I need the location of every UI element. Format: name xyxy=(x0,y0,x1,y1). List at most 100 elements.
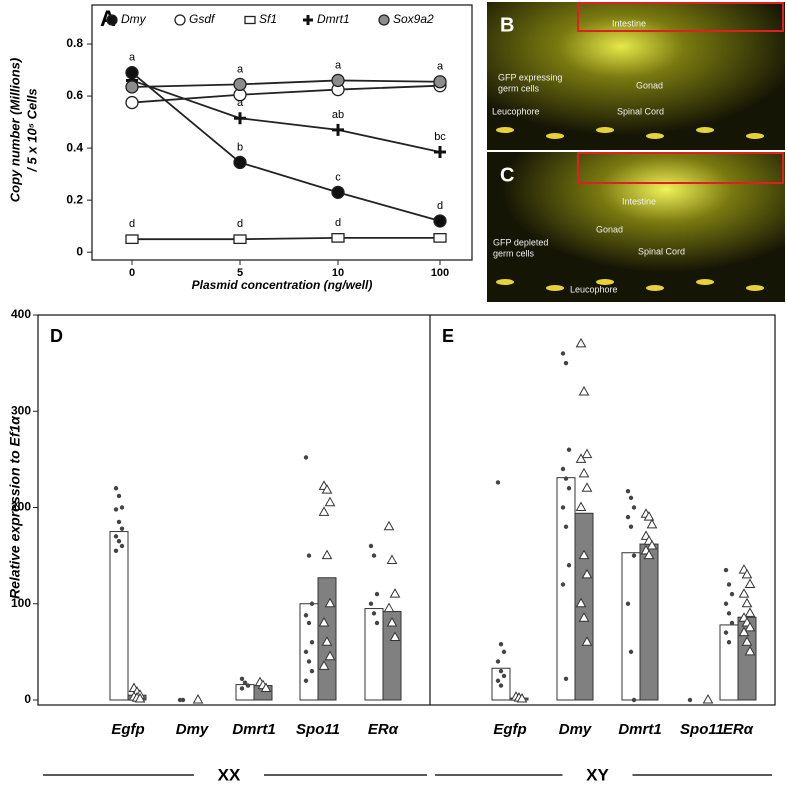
significance-letter: ab xyxy=(332,109,344,121)
data-point xyxy=(628,649,634,655)
data-point xyxy=(321,549,333,560)
y-tick-label: 100 xyxy=(11,596,31,610)
data-point xyxy=(628,524,634,529)
photo-label: GFP expressing xyxy=(498,72,562,82)
cell-glow xyxy=(746,285,764,291)
data-point xyxy=(560,505,566,510)
legend-label: Dmy xyxy=(121,12,147,26)
data-point xyxy=(113,548,119,554)
data-point xyxy=(374,591,380,597)
significance-letter: a xyxy=(129,52,136,64)
data-point xyxy=(625,601,631,606)
point xyxy=(378,14,390,26)
data-point xyxy=(318,616,330,627)
data-point xyxy=(324,650,336,661)
data-point xyxy=(260,682,272,692)
x-tick-label: 5 xyxy=(237,267,243,279)
bar xyxy=(235,684,255,701)
data-point xyxy=(631,553,637,558)
data-point xyxy=(306,620,312,626)
x-tick-label: ERα xyxy=(723,721,754,738)
data-point xyxy=(575,337,587,348)
data-point xyxy=(116,493,122,499)
cell-glow xyxy=(496,279,514,285)
cell-glow xyxy=(696,279,714,285)
data-point xyxy=(729,591,735,597)
significance-letter: a xyxy=(335,59,342,71)
bar xyxy=(719,624,739,701)
point xyxy=(331,233,345,243)
data-point xyxy=(628,495,634,501)
point xyxy=(244,15,256,25)
data-point xyxy=(116,519,122,525)
point xyxy=(125,80,139,94)
significance-letter: d xyxy=(335,217,341,229)
significance-letter: b xyxy=(237,141,243,153)
x-tick-label: Dmrt1 xyxy=(618,721,661,738)
data-point xyxy=(566,486,572,491)
data-point xyxy=(744,645,756,656)
cell-glow xyxy=(596,127,614,133)
photo-label: Spinal Cord xyxy=(638,246,685,256)
photo-label: germ cells xyxy=(493,248,535,258)
cell-glow xyxy=(596,279,614,285)
y-tick-label: 0 xyxy=(24,692,31,706)
series-line xyxy=(131,79,441,153)
data-point xyxy=(119,526,125,531)
data-point xyxy=(389,588,401,598)
data-point xyxy=(741,597,753,608)
data-point xyxy=(563,360,569,366)
y-tick-label: 200 xyxy=(11,500,31,514)
data-point xyxy=(306,553,312,558)
significance-letter: d xyxy=(237,218,243,230)
legend-label: Sf1 xyxy=(259,12,277,26)
data-point xyxy=(245,683,251,688)
significance-letter: a xyxy=(237,63,244,75)
data-point xyxy=(560,582,566,587)
data-point xyxy=(113,507,119,512)
data-point xyxy=(383,602,395,613)
photo-label: Gonad xyxy=(596,224,623,234)
point xyxy=(125,95,139,110)
photo-label: Intestine xyxy=(612,18,646,28)
data-point xyxy=(374,620,380,626)
legend-label: Sox9a2 xyxy=(393,12,434,26)
data-point xyxy=(578,549,590,560)
point xyxy=(332,123,344,136)
y-axis-label: Relative expression to Ef1α xyxy=(7,415,23,599)
panel-letter: D xyxy=(50,326,63,346)
data-point xyxy=(578,467,590,478)
y-tick-label: 400 xyxy=(11,307,31,321)
data-point xyxy=(744,607,756,617)
cell-glow xyxy=(696,127,714,133)
data-point xyxy=(744,578,756,588)
data-point xyxy=(575,597,587,608)
series-line xyxy=(132,236,440,241)
inset-box xyxy=(577,2,784,32)
x-tick-label: Spo11 xyxy=(680,721,724,738)
data-point xyxy=(113,486,119,491)
data-point xyxy=(498,641,504,647)
data-point xyxy=(575,453,587,463)
inset-box xyxy=(577,152,784,184)
point xyxy=(174,14,186,26)
data-point xyxy=(581,636,593,646)
data-point xyxy=(303,649,309,655)
series-line xyxy=(131,79,441,88)
point xyxy=(233,234,247,245)
data-point xyxy=(324,496,336,507)
data-point xyxy=(560,466,566,472)
data-point xyxy=(631,697,637,703)
data-point xyxy=(134,693,146,703)
data-point xyxy=(563,524,569,529)
photo-b xyxy=(487,2,785,150)
x-tick-label: 100 xyxy=(431,267,449,279)
y-tick-label: 0.2 xyxy=(66,192,83,206)
group-label: XY xyxy=(586,765,609,784)
bar xyxy=(639,543,659,701)
photo-label: Intestine xyxy=(622,196,656,206)
data-point xyxy=(646,518,658,529)
data-point xyxy=(309,668,315,674)
cell-glow xyxy=(746,133,764,139)
panel-letter: C xyxy=(500,164,514,186)
